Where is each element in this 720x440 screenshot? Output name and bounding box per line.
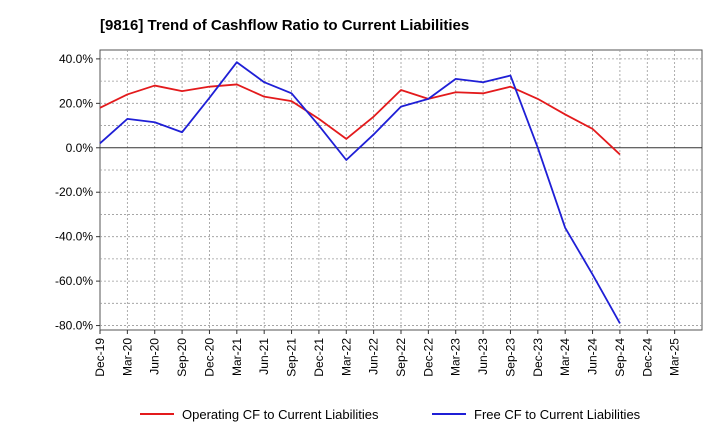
x-axis-tick-labels: Dec-19 Mar-20 Jun-20 Sep-20 Dec-20 Mar-21 Jun-… [93,330,682,377]
chart-title: [9816] Trend of Cashflow Ratio to Curren… [100,17,469,34]
series-lines [99,61,621,324]
x-tick-label: Dec-20 [202,338,216,377]
x-tick-label: Sep-24 [613,338,627,377]
grid-lines [100,50,702,330]
x-tick-label: Sep-21 [285,338,299,377]
legend-label: Operating CF to Current Liabilities [182,407,379,422]
x-tick-label: Jun-22 [367,338,381,375]
x-tick-label: Sep-20 [175,338,189,377]
y-tick-label: 20.0% [59,96,93,110]
y-tick-label: 40.0% [59,52,93,66]
legend-label: Free CF to Current Liabilities [474,407,641,422]
x-tick-label: Sep-22 [394,338,408,377]
x-tick-label: Dec-22 [421,338,435,377]
y-tick-label: -80.0% [55,319,93,333]
x-tick-label: Sep-23 [503,338,517,377]
y-tick-label: -20.0% [55,185,93,199]
x-tick-label: Dec-19 [93,338,107,377]
legend: Operating CF to Current Liabilities Free … [140,407,641,422]
series-line-free-cf [99,61,621,324]
series-line-operating-cf [99,83,621,156]
x-tick-label: Dec-23 [531,338,545,377]
x-tick-label: Mar-24 [558,338,572,376]
x-tick-label: Jun-23 [476,338,490,375]
x-tick-label: Mar-20 [120,338,134,376]
x-tick-label: Mar-21 [230,338,244,376]
x-tick-label: Jun-20 [148,338,162,375]
y-tick-label: -60.0% [55,274,93,288]
x-tick-label: Mar-25 [668,338,682,376]
y-tick-label: 0.0% [66,141,94,155]
x-tick-label: Mar-23 [449,338,463,376]
x-tick-label: Mar-22 [339,338,353,376]
y-axis-tick-labels: 40.0% 20.0% 0.0% -20.0% -40.0% -60.0% -80.0% [55,52,100,333]
x-tick-label: Jun-24 [586,338,600,375]
x-tick-label: Dec-21 [312,338,326,377]
x-tick-label: Jun-21 [257,338,271,375]
x-tick-label: Dec-24 [640,338,654,377]
y-tick-label: -40.0% [55,230,93,244]
